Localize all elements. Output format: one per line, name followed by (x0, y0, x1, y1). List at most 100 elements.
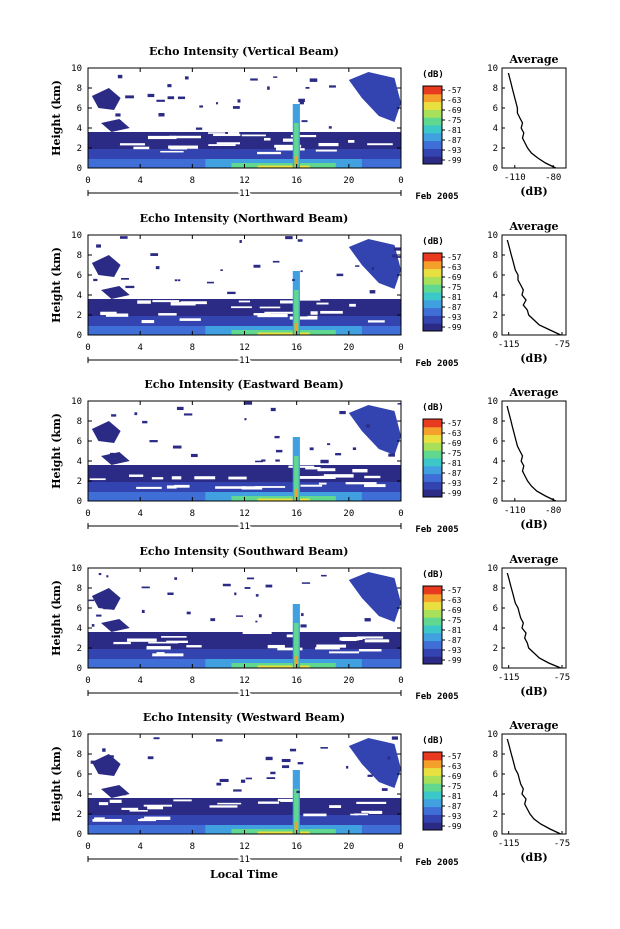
echo-gap (209, 805, 238, 808)
echo-field (88, 736, 401, 834)
avg-x-label: (dB) (520, 185, 547, 198)
panel-4: Echo Intensity (Westward Beam) 0 2 4 6 8 10 Hei… (50, 711, 570, 868)
echo-speck (177, 279, 181, 282)
echo-gap (152, 653, 184, 657)
echo-speck (122, 791, 127, 796)
echo-speck (297, 239, 303, 242)
echo-plume (294, 323, 298, 335)
echo-gap (140, 818, 154, 821)
avg-x-tick-label: -75 (554, 839, 570, 849)
panel-title: Echo Intensity (Northward Beam) (140, 212, 349, 225)
echo-gap (275, 146, 299, 151)
echo-cloud (91, 588, 121, 610)
colorbar-swatch (423, 132, 442, 142)
echo-speck (216, 782, 222, 786)
echo-gap (119, 143, 145, 146)
echo-gap (310, 311, 318, 315)
y-tick-label: 2 (77, 144, 82, 154)
panel-title: Echo Intensity (Southward Beam) (140, 545, 349, 558)
echo-speck (245, 777, 253, 780)
echo-cloud (348, 239, 401, 289)
colorbar-frame (422, 85, 443, 165)
colorbar-swatch (423, 481, 442, 490)
colorbar-swatch (423, 315, 442, 324)
echo-speck (397, 403, 401, 405)
echo-gap (259, 306, 281, 309)
echo-field (88, 572, 401, 668)
echo-gap (169, 135, 201, 139)
colorbar-swatch (423, 806, 442, 815)
echo-gap (303, 813, 327, 817)
colorbar-tick-label: -75 (447, 449, 462, 458)
echo-gap (194, 476, 216, 480)
echo-gap (146, 646, 171, 650)
avg-profile-line (507, 72, 557, 169)
echo-speck (309, 447, 314, 451)
echo-speck (371, 267, 374, 270)
echo-gap (242, 631, 272, 635)
colorbar-tick-label: -81 (447, 626, 462, 635)
echo-speck (364, 618, 371, 622)
echo-speck (219, 778, 229, 783)
colorbar-swatch (423, 268, 442, 277)
echo-speck (103, 607, 112, 610)
colorbar-swatch (423, 752, 442, 761)
y-tick-label: 8 (77, 84, 82, 94)
echo-speck (115, 113, 121, 117)
colorbar-tick-label: -93 (447, 646, 462, 655)
colorbar-swatch (423, 458, 442, 467)
colorbar-tick-label: -87 (447, 636, 462, 645)
avg-x-label: (dB) (520, 851, 547, 864)
echo-speck (172, 445, 182, 449)
y-tick-label: 0 (77, 830, 82, 840)
x-tick-label: 0 (398, 842, 403, 852)
colorbar-tick-label: -81 (447, 792, 462, 801)
echo-gap (316, 302, 329, 305)
colorbar-tick-label: -57 (447, 752, 462, 761)
echo-gap (294, 476, 320, 479)
colorbar-unit: (dB) (422, 736, 444, 746)
colorbar-tick-label: -99 (447, 323, 462, 332)
echo-speck (121, 277, 129, 280)
echo-gap (127, 638, 157, 642)
echo-speck (273, 76, 278, 78)
avg-x-tick-label: -115 (498, 340, 520, 350)
echo-gap (186, 645, 202, 648)
x-tick-label: 16 (291, 509, 302, 519)
echo-speck (220, 269, 223, 271)
avg-y-tick-label: 6 (493, 437, 498, 447)
colorbar-swatch (423, 125, 442, 134)
colorbar-tick-label: -69 (447, 439, 462, 448)
colorbar-swatch (423, 307, 442, 316)
y-tick-label: 6 (77, 770, 82, 780)
colorbar-swatch (423, 253, 442, 262)
echo-gap (290, 134, 317, 138)
echo-gap (277, 798, 300, 802)
x-tick-label: 0 (398, 343, 403, 353)
colorbar-tick-label: -57 (447, 586, 462, 595)
echo-gap (352, 468, 368, 473)
echo-speck (167, 592, 174, 595)
panel-2: Echo Intensity (Eastward Beam) 0 2 4 6 8 10 Hei… (50, 378, 567, 535)
avg-x-tick-label: -75 (554, 340, 570, 350)
colorbar-swatch (423, 783, 442, 792)
colorbar-tick-label: -99 (447, 156, 462, 165)
colorbar-swatch (423, 140, 442, 149)
avg-y-tick-label: 0 (493, 164, 498, 174)
echo-speck (246, 577, 255, 580)
colorbar-swatch (423, 419, 442, 428)
avg-title: Average (508, 719, 558, 732)
echo-speck (199, 105, 204, 108)
echo-speck (176, 406, 184, 411)
echo-speck (195, 127, 203, 130)
echo-gap (158, 313, 177, 316)
echo-speck (272, 260, 280, 263)
echo-speck (255, 594, 259, 597)
date-label: Feb 2005 (415, 525, 458, 535)
colorbar-swatch (423, 775, 442, 784)
echo-gap (174, 484, 190, 488)
echo-plume (294, 623, 299, 668)
echo-gap (207, 132, 226, 134)
avg-x-tick-label: -110 (504, 173, 526, 183)
colorbar-tick-label: -75 (447, 116, 462, 125)
